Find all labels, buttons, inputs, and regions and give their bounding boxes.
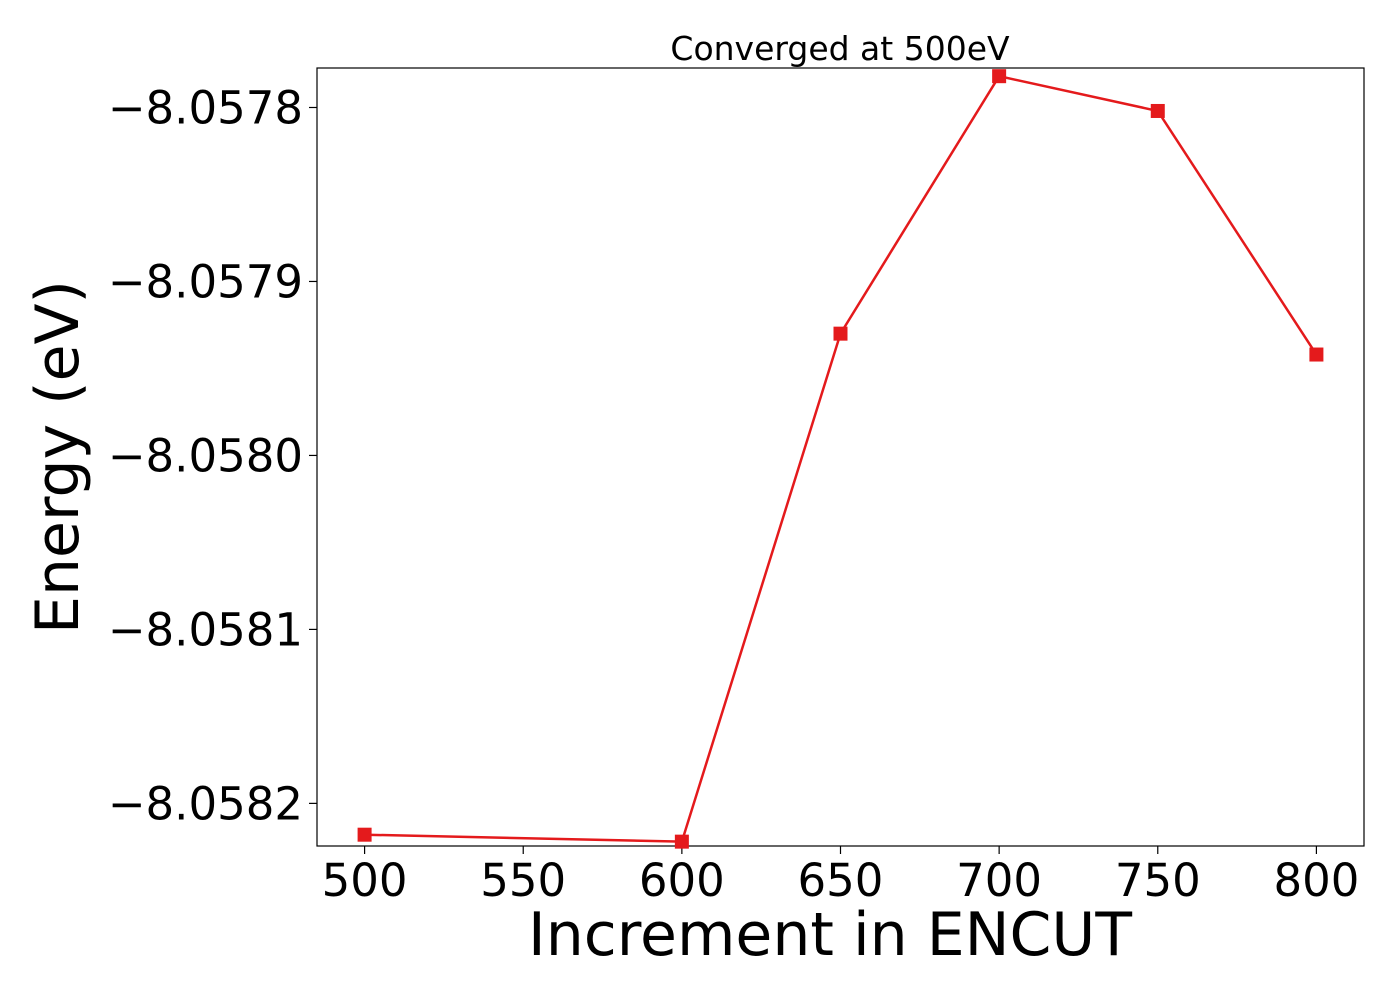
y-tick-label: −8.0578 <box>108 81 303 134</box>
y-axis-label: Energy (eV) <box>23 280 93 634</box>
y-tick-label: −8.0582 <box>108 777 303 830</box>
x-tick-label: 550 <box>480 854 566 907</box>
x-tick-label: 500 <box>322 854 408 907</box>
y-tick-label: −8.0580 <box>108 429 303 482</box>
x-axis: 500 550 600 650 700 750 800 <box>322 846 1359 907</box>
data-point-marker <box>674 834 689 849</box>
data-point-marker <box>357 827 372 842</box>
x-tick-label: 700 <box>956 854 1042 907</box>
series-line <box>364 74 1318 843</box>
chart-title: Converged at 500eV <box>670 29 1010 68</box>
data-point-marker <box>992 69 1007 84</box>
x-axis-label: Increment in ENCUT <box>528 900 1132 970</box>
data-point-marker <box>1150 103 1165 118</box>
data-point-marker <box>1309 347 1324 362</box>
y-axis: −8.0582 −8.0581 −8.0580 −8.0579 −8.0578 <box>108 81 317 830</box>
data-point-marker <box>833 326 848 341</box>
x-tick-label: 800 <box>1273 854 1359 907</box>
x-tick-label: 750 <box>1115 854 1201 907</box>
y-tick-label: −8.0581 <box>108 603 303 656</box>
x-tick-label: 650 <box>798 854 884 907</box>
x-tick-label: 600 <box>639 854 725 907</box>
series-layer <box>357 69 1324 849</box>
y-tick-label: −8.0579 <box>108 255 303 308</box>
